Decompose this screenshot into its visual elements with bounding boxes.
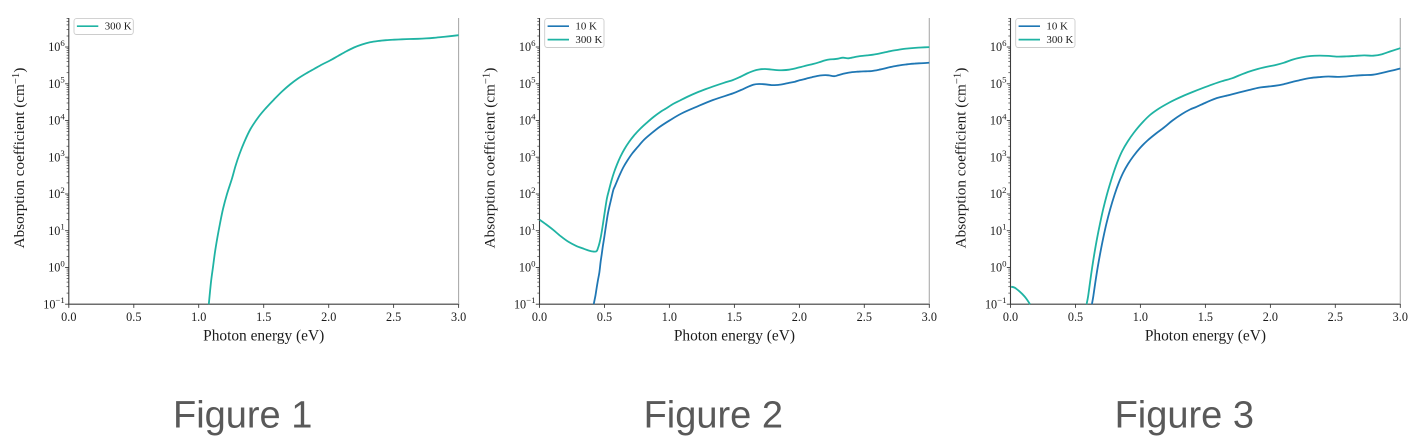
svg-text:2.0: 2.0	[1263, 310, 1278, 324]
svg-text:300 K: 300 K	[105, 21, 132, 33]
svg-text:Photon energy (eV): Photon energy (eV)	[674, 328, 795, 345]
svg-text:2.5: 2.5	[857, 310, 872, 324]
svg-text:102: 102	[519, 185, 536, 201]
svg-text:Absorption coefficient (cm−1): Absorption coefficient (cm−1)	[481, 68, 499, 249]
svg-text:102: 102	[48, 185, 65, 201]
svg-text:1.5: 1.5	[256, 310, 271, 324]
svg-text:Absorption coefficient (cm−1): Absorption coefficient (cm−1)	[10, 68, 28, 249]
svg-text:0.5: 0.5	[597, 310, 612, 324]
svg-text:106: 106	[48, 38, 65, 54]
svg-text:2.5: 2.5	[1328, 310, 1343, 324]
svg-text:300 K: 300 K	[1046, 34, 1073, 46]
svg-text:106: 106	[519, 38, 536, 54]
svg-text:105: 105	[519, 75, 536, 91]
svg-text:1.0: 1.0	[191, 310, 206, 324]
svg-text:100: 100	[519, 258, 536, 274]
svg-text:0.0: 0.0	[1003, 310, 1018, 324]
svg-text:1.5: 1.5	[1198, 310, 1213, 324]
svg-text:105: 105	[48, 75, 65, 91]
svg-text:10 K: 10 K	[1046, 21, 1068, 33]
svg-text:3.0: 3.0	[451, 310, 466, 324]
svg-text:Figure 3: Figure 3	[1115, 394, 1254, 436]
svg-text:104: 104	[990, 111, 1007, 127]
svg-text:300 K: 300 K	[575, 34, 602, 46]
svg-text:3.0: 3.0	[922, 310, 937, 324]
svg-text:Absorption coefficient (cm−1): Absorption coefficient (cm−1)	[952, 68, 970, 249]
svg-text:103: 103	[990, 148, 1007, 164]
svg-text:2.5: 2.5	[386, 310, 401, 324]
svg-text:10 K: 10 K	[575, 21, 597, 33]
svg-text:100: 100	[48, 258, 65, 274]
svg-text:1.5: 1.5	[727, 310, 742, 324]
svg-text:0.5: 0.5	[126, 310, 141, 324]
svg-text:103: 103	[519, 148, 536, 164]
svg-text:2.0: 2.0	[792, 310, 807, 324]
svg-text:101: 101	[990, 222, 1007, 238]
svg-text:1.0: 1.0	[1133, 310, 1148, 324]
svg-text:104: 104	[48, 111, 65, 127]
svg-text:0.0: 0.0	[61, 310, 76, 324]
svg-text:Photon energy (eV): Photon energy (eV)	[1145, 328, 1266, 345]
svg-text:Figure 1: Figure 1	[173, 394, 312, 436]
svg-text:103: 103	[48, 148, 65, 164]
svg-text:104: 104	[519, 111, 536, 127]
svg-text:0.5: 0.5	[1068, 310, 1083, 324]
svg-text:Figure 2: Figure 2	[644, 394, 783, 436]
svg-text:Photon energy (eV): Photon energy (eV)	[203, 328, 324, 345]
svg-text:0.0: 0.0	[532, 310, 547, 324]
svg-text:106: 106	[990, 38, 1007, 54]
svg-text:3.0: 3.0	[1393, 310, 1408, 324]
svg-text:101: 101	[48, 222, 65, 238]
svg-text:100: 100	[990, 258, 1007, 274]
svg-text:102: 102	[990, 185, 1007, 201]
svg-text:101: 101	[519, 222, 536, 238]
svg-text:2.0: 2.0	[321, 310, 336, 324]
svg-text:105: 105	[990, 75, 1007, 91]
svg-text:1.0: 1.0	[662, 310, 677, 324]
